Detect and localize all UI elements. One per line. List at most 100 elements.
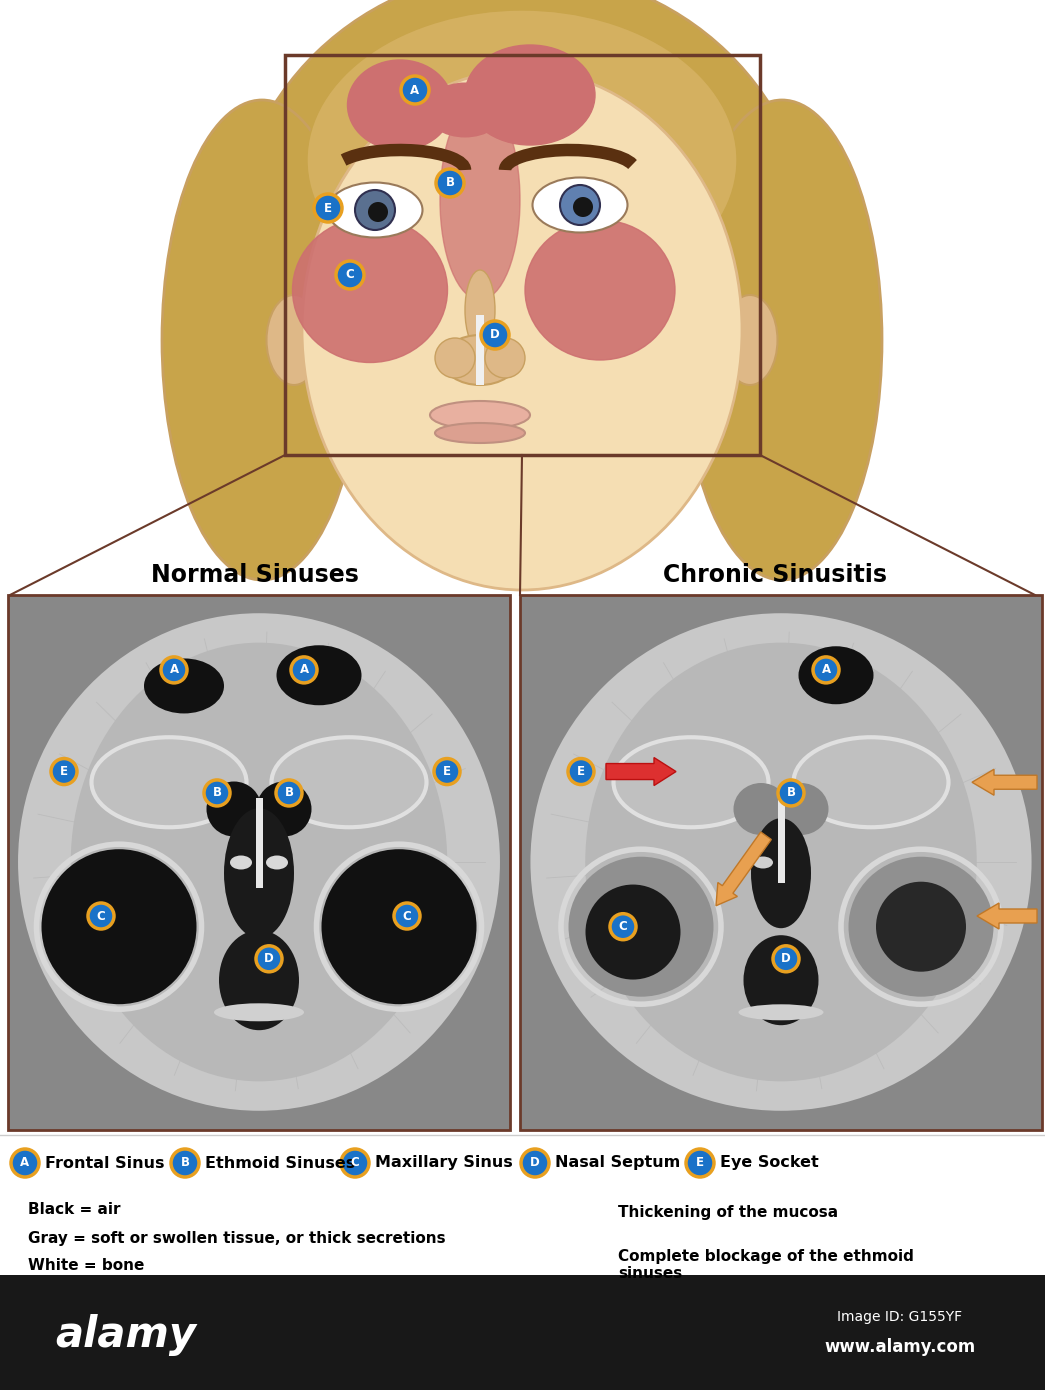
Text: C: C [351, 1156, 359, 1169]
Ellipse shape [327, 182, 422, 238]
Circle shape [436, 170, 464, 197]
Circle shape [256, 945, 282, 972]
Ellipse shape [465, 270, 495, 350]
Text: E: E [443, 765, 451, 778]
Text: Image ID: G155YF: Image ID: G155YF [837, 1309, 962, 1325]
Text: E: E [696, 1156, 704, 1169]
Circle shape [51, 759, 77, 784]
Text: E: E [324, 202, 332, 214]
Bar [256, 798, 263, 888]
Ellipse shape [429, 400, 530, 430]
Ellipse shape [751, 819, 811, 929]
Text: B: B [212, 787, 222, 799]
Text: A: A [821, 663, 831, 677]
Text: Frontal Sinus: Frontal Sinus [45, 1155, 164, 1170]
Ellipse shape [162, 100, 362, 580]
Bar [777, 798, 785, 883]
Text: A: A [411, 83, 419, 96]
Ellipse shape [435, 423, 525, 443]
FancyArrow shape [972, 769, 1037, 795]
Ellipse shape [793, 737, 949, 827]
FancyArrow shape [716, 833, 771, 906]
Ellipse shape [425, 82, 505, 138]
Circle shape [686, 1150, 714, 1177]
Ellipse shape [743, 935, 818, 1026]
Ellipse shape [440, 100, 520, 300]
Ellipse shape [348, 60, 452, 150]
Circle shape [573, 197, 593, 217]
Ellipse shape [585, 884, 680, 980]
Ellipse shape [613, 737, 768, 827]
Text: alamy: alamy [55, 1314, 196, 1357]
Text: Black = air: Black = air [28, 1202, 120, 1218]
Bar [462, 470, 582, 570]
Ellipse shape [682, 100, 882, 580]
Ellipse shape [753, 856, 773, 869]
Circle shape [777, 780, 804, 806]
Circle shape [435, 338, 475, 378]
Ellipse shape [533, 178, 627, 232]
Ellipse shape [798, 646, 874, 705]
Circle shape [610, 913, 636, 940]
Text: E: E [577, 765, 585, 778]
Ellipse shape [230, 855, 252, 870]
Ellipse shape [42, 849, 196, 1004]
Text: B: B [787, 787, 795, 799]
Bar [0, 1275, 1045, 1390]
Ellipse shape [272, 737, 426, 827]
Circle shape [401, 76, 429, 104]
Bar [285, 56, 760, 455]
Ellipse shape [214, 1004, 304, 1022]
Ellipse shape [207, 781, 261, 837]
Circle shape [394, 904, 420, 929]
Ellipse shape [531, 613, 1031, 1111]
Ellipse shape [266, 855, 288, 870]
Bar [477, 316, 484, 385]
Text: B: B [284, 787, 294, 799]
Ellipse shape [442, 335, 517, 385]
Text: C: C [402, 909, 412, 923]
Bar [8, 595, 510, 1130]
FancyArrow shape [540, 1252, 610, 1277]
Ellipse shape [266, 295, 322, 385]
Ellipse shape [219, 930, 299, 1030]
Text: Ethmoid Sinuses: Ethmoid Sinuses [205, 1155, 355, 1170]
Ellipse shape [568, 856, 714, 997]
Text: White = bone: White = bone [28, 1258, 144, 1273]
Text: E: E [60, 765, 68, 778]
Circle shape [336, 261, 364, 289]
Ellipse shape [322, 849, 477, 1004]
Text: C: C [96, 909, 106, 923]
Ellipse shape [307, 10, 737, 310]
Text: Thickening of the mucosa: Thickening of the mucosa [618, 1205, 838, 1220]
Ellipse shape [92, 737, 247, 827]
Circle shape [560, 185, 600, 225]
Circle shape [341, 1150, 369, 1177]
Ellipse shape [144, 659, 224, 713]
Text: Eye Socket: Eye Socket [720, 1155, 818, 1170]
Circle shape [485, 338, 525, 378]
Text: A: A [300, 663, 308, 677]
Ellipse shape [734, 783, 789, 835]
Text: C: C [619, 920, 627, 933]
Text: D: D [781, 952, 791, 965]
FancyArrow shape [540, 1201, 610, 1225]
Text: B: B [181, 1156, 189, 1169]
Circle shape [161, 657, 187, 682]
Circle shape [291, 657, 317, 682]
Circle shape [521, 1150, 549, 1177]
Ellipse shape [739, 1005, 823, 1020]
Ellipse shape [18, 613, 500, 1111]
Ellipse shape [277, 645, 362, 705]
Circle shape [355, 190, 395, 229]
Text: www.alamy.com: www.alamy.com [825, 1339, 976, 1357]
Ellipse shape [293, 217, 447, 363]
Text: A: A [169, 663, 179, 677]
Text: D: D [530, 1156, 540, 1169]
Ellipse shape [722, 295, 777, 385]
Circle shape [773, 945, 799, 972]
Ellipse shape [256, 781, 311, 837]
Text: D: D [264, 952, 274, 965]
Ellipse shape [585, 642, 977, 1081]
Circle shape [276, 780, 302, 806]
